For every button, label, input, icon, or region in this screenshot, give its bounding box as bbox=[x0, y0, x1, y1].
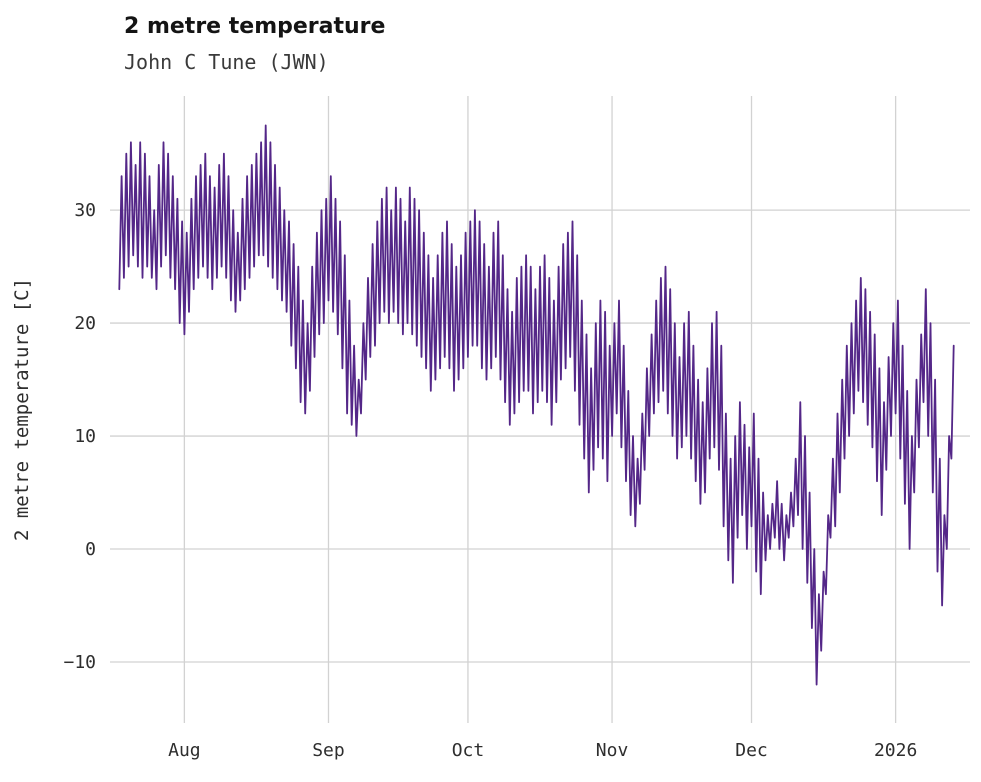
y-tick-labels: −10 0 10 20 30 bbox=[63, 200, 96, 673]
y-tick-label: 20 bbox=[74, 313, 96, 334]
x-tick-label: 2026 bbox=[874, 740, 917, 761]
temperature-line-group bbox=[118, 124, 955, 686]
x-tick-label: Aug bbox=[168, 740, 201, 761]
chart-title: 2 metre temperature bbox=[124, 14, 386, 39]
x-tick-labels: Aug Sep Oct Nov Dec 2026 bbox=[168, 740, 917, 761]
x-tick-label: Oct bbox=[452, 740, 485, 761]
x-tick-label: Nov bbox=[596, 740, 629, 761]
x-tick-label: Dec bbox=[735, 740, 768, 761]
y-tick-label: 0 bbox=[85, 539, 96, 560]
temperature-line bbox=[118, 124, 955, 686]
x-tick-label: Sep bbox=[312, 740, 345, 761]
chart-subtitle: John C Tune (JWN) bbox=[124, 50, 329, 74]
y-axis-label: 2 metre temperature [C] bbox=[11, 278, 33, 541]
y-tick-label: 10 bbox=[74, 426, 96, 447]
y-tick-label: −10 bbox=[63, 652, 96, 673]
y-tick-label: 30 bbox=[74, 200, 96, 221]
